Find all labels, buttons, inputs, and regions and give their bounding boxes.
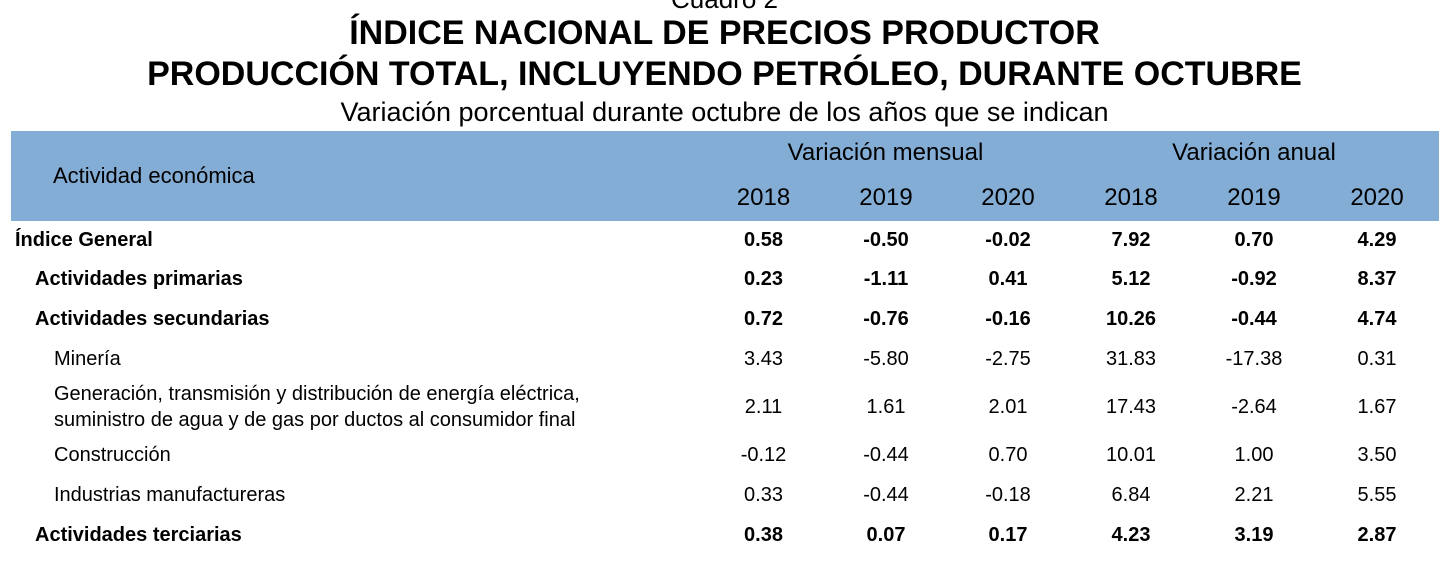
year-header: 2020 (947, 174, 1069, 221)
value-cell: 6.84 (1111, 483, 1151, 506)
value-cell: 3.19 (1234, 523, 1274, 546)
table-row: Actividades primarias 0.23 -1.11 0.41 5.… (11, 259, 1439, 299)
table-row: Actividades secundarias 0.72 -0.76 -0.16… (11, 299, 1439, 339)
value-cell: -0.12 (740, 443, 787, 466)
value-cell: -0.44 (863, 483, 909, 506)
table-row: Construcción -0.12 -0.44 0.70 10.01 1.00… (11, 435, 1439, 475)
row-label-line: suministro de agua y de gas por ductos a… (54, 409, 576, 431)
value-cell: 2.11 (744, 395, 783, 418)
table-number: Cuadro 2 (0, 0, 1449, 12)
value-cell: -0.50 (863, 228, 909, 251)
row-label: Industrias manufactureras (54, 483, 286, 506)
value-cell: -17.38 (1225, 347, 1283, 370)
table-row: Actividades terciarias 0.38 0.07 0.17 4.… (11, 515, 1439, 555)
row-label: Minería (54, 347, 121, 370)
value-cell: -2.75 (985, 347, 1031, 370)
value-cell: 0.41 (988, 267, 1028, 290)
value-cell: 2.87 (1357, 523, 1397, 546)
value-cell: 0.38 (744, 523, 783, 546)
value-cell: 0.23 (744, 267, 783, 290)
value-cell: 0.58 (744, 228, 783, 251)
value-cell: -0.16 (985, 307, 1031, 330)
value-cell: -0.02 (985, 228, 1031, 251)
row-label: Actividades primarias (35, 267, 243, 290)
value-cell: 0.70 (988, 443, 1028, 466)
value-cell: -1.11 (863, 267, 909, 290)
value-cell: 2.01 (988, 395, 1028, 418)
table-row: Industrias manufactureras 0.33 -0.44 -0.… (11, 475, 1439, 515)
year-header: 2018 (702, 174, 825, 221)
value-cell: 5.55 (1357, 483, 1397, 506)
value-cell: 17.43 (1105, 395, 1157, 418)
value-cell: 0.31 (1357, 347, 1397, 370)
value-cell: 4.74 (1357, 307, 1397, 330)
value-cell: 1.61 (866, 395, 906, 418)
table-row: Minería 3.43 -5.80 -2.75 31.83 -17.38 0.… (11, 339, 1439, 379)
value-cell: 5.12 (1111, 267, 1151, 290)
value-cell: 31.83 (1105, 347, 1157, 370)
row-label: Construcción (54, 443, 171, 466)
title-line-2: PRODUCCIÓN TOTAL, INCLUYENDO PETRÓLEO, D… (147, 55, 1302, 93)
value-cell: 7.92 (1111, 228, 1151, 251)
value-cell: 4.23 (1111, 523, 1151, 546)
value-cell: 4.29 (1357, 228, 1397, 251)
row-label: Actividades secundarias (35, 307, 270, 330)
row-label: Índice General (15, 228, 153, 251)
year-header: 2019 (1193, 174, 1315, 221)
value-cell: 3.43 (744, 347, 783, 370)
value-cell: -0.44 (863, 443, 909, 466)
value-cell: 0.33 (744, 483, 783, 506)
price-index-table: Actividad económica Variación mensual Va… (11, 131, 1440, 555)
value-cell: 10.26 (1105, 307, 1157, 330)
value-cell: 10.01 (1105, 443, 1157, 466)
value-cell: -0.76 (863, 307, 909, 330)
year-header: 2019 (825, 174, 947, 221)
title-line-1: ÍNDICE NACIONAL DE PRECIOS PRODUCTOR (349, 14, 1100, 52)
value-cell: 8.37 (1357, 267, 1397, 290)
value-cell: 3.50 (1357, 443, 1397, 466)
value-cell: 0.70 (1234, 228, 1274, 251)
annual-variation-header: Variación anual (1069, 131, 1440, 174)
value-cell: 1.67 (1357, 395, 1397, 418)
value-cell: 0.07 (866, 523, 906, 546)
year-header: 2018 (1069, 174, 1193, 221)
value-cell: 1.00 (1234, 443, 1274, 466)
subtitle: Variación porcentual durante octubre de … (340, 97, 1109, 127)
value-cell: -0.92 (1231, 267, 1277, 290)
year-header: 2020 (1315, 174, 1440, 221)
value-cell: 0.17 (988, 523, 1028, 546)
value-cell: -5.80 (863, 347, 909, 370)
row-label: Generación, transmisión y distribución d… (11, 379, 702, 435)
table-row: Generación, transmisión y distribución d… (11, 379, 1439, 435)
value-cell: -2.64 (1231, 395, 1277, 418)
activity-column-header: Actividad económica (11, 131, 702, 221)
monthly-variation-header: Variación mensual (702, 131, 1069, 174)
row-label-line: Generación, transmisión y distribución d… (54, 383, 580, 405)
value-cell: -0.44 (1231, 307, 1277, 330)
row-label: Actividades terciarias (35, 523, 242, 546)
value-cell: -0.18 (985, 483, 1031, 506)
table-row: Índice General 0.58 -0.50 -0.02 7.92 0.7… (11, 221, 1439, 259)
value-cell: 2.21 (1234, 483, 1274, 506)
value-cell: 0.72 (744, 307, 783, 330)
